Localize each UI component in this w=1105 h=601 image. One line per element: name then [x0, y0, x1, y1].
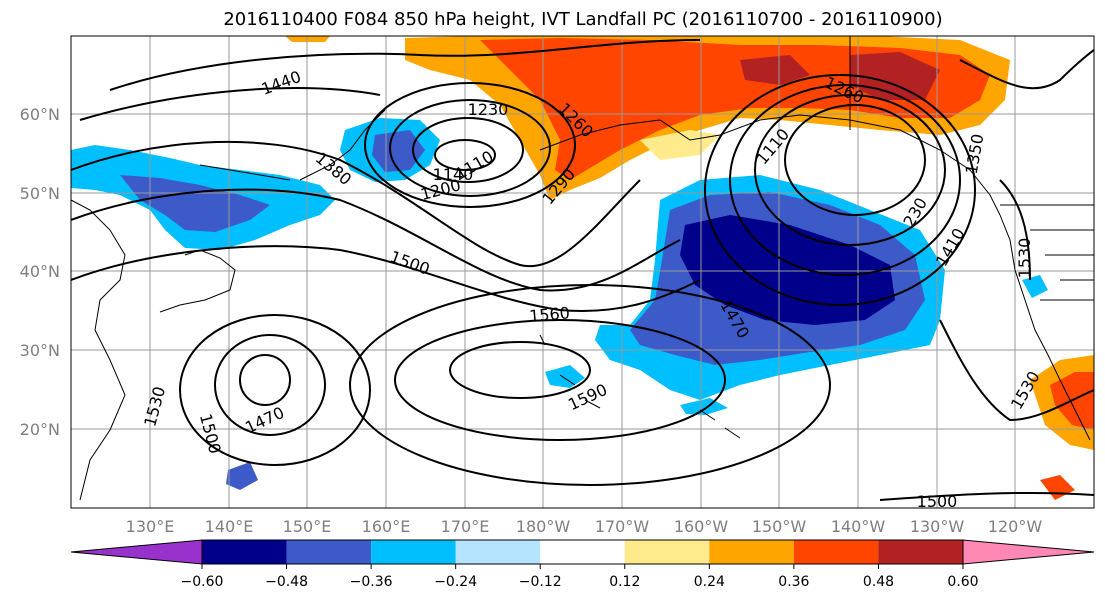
lat-label: 20°N — [20, 420, 60, 439]
contour-label: 1140 — [433, 165, 474, 184]
colorbar-tick-label: −0.24 — [434, 574, 477, 590]
ivt-shade-sw — [226, 462, 258, 490]
contour-label: 1530 — [1015, 238, 1034, 279]
colorbar-tick-label: −0.60 — [181, 574, 224, 590]
colorbar-segment — [371, 540, 456, 564]
contour-zonal-5 — [71, 245, 701, 312]
lon-label: 170°W — [595, 517, 650, 536]
coast-asia — [71, 199, 126, 501]
colorbar-tick-label: −0.12 — [519, 574, 562, 590]
colorbar-outline — [201, 539, 964, 565]
colorbar-segment — [202, 540, 287, 564]
latitude-labels: 60°N 50°N 40°N 30°N 20°N — [20, 105, 60, 439]
contour-zonal-1 — [109, 39, 701, 91]
colorbar-segment — [455, 540, 541, 564]
colorbar-segment — [793, 540, 879, 564]
lon-label: 160°E — [362, 517, 411, 536]
contour-goa-2 — [754, 94, 946, 246]
contour-label: 1560 — [528, 303, 570, 325]
ivt-shade-west-mexico — [1022, 275, 1048, 298]
contour-south — [879, 491, 1094, 501]
colorbar-extend-high — [962, 539, 1095, 565]
colorbar-tick-label: −0.36 — [350, 574, 393, 590]
ivt-shade-asia-core — [120, 175, 270, 232]
height-contours — [71, 39, 1094, 501]
contour-east-2 — [939, 319, 1094, 422]
lon-label: 180°W — [516, 517, 571, 536]
lon-label: 120°W — [988, 517, 1043, 536]
colorbar-extend-low — [70, 539, 203, 565]
colorbar-tick-label: −0.48 — [265, 574, 308, 590]
longitude-labels: 130°E 140°E 150°E 160°E 170°E 180°W 170°… — [126, 517, 1043, 536]
map-title: 2016110400 F084 850 hPa height, IVT Land… — [223, 9, 942, 30]
lon-label: 130°W — [910, 517, 965, 536]
colorbar-tick-label: 0.60 — [947, 574, 978, 590]
ivt-shade-yellow — [640, 130, 720, 160]
contour-labels: 1440 1230 1260 1260 1380 1110 1140 1200 … — [140, 67, 1043, 511]
contour-high-sw-1 — [239, 354, 291, 406]
map-area — [71, 36, 1094, 508]
ivt-shade-alaska-core2 — [740, 55, 810, 85]
contour-east-1 — [959, 49, 1094, 90]
contour-high-sw-3 — [179, 314, 371, 466]
coast-japan — [159, 249, 236, 313]
colorbar: −0.60 −0.48 −0.36 −0.24 −0.12 0.12 0.24 0.36 0.4… — [70, 539, 1095, 590]
lat-label: 30°N — [20, 341, 60, 360]
colorbar-tick-label: 0.24 — [694, 574, 725, 590]
contour-label: 1500 — [917, 492, 958, 511]
lon-label: 140°E — [205, 517, 254, 536]
colorbar-tick-label: 0.12 — [609, 574, 640, 590]
lon-label: 150°W — [752, 517, 807, 536]
colorbar-tick-label: 0.48 — [863, 574, 894, 590]
coast-okhotsk — [199, 164, 291, 181]
lon-label: 140°W — [831, 517, 886, 536]
contour-zonal-4 — [71, 188, 681, 292]
ivt-shade-hawaii2 — [680, 398, 728, 415]
lat-label: 60°N — [20, 105, 60, 124]
lon-label: 170°E — [441, 517, 490, 536]
contour-high-sw-2 — [214, 334, 326, 436]
contour-low-2 — [412, 117, 524, 183]
ivt-shade-kamchatka-core — [372, 130, 425, 172]
colorbar-segment — [624, 540, 710, 564]
colorbar-segment — [709, 540, 794, 564]
graticule — [71, 36, 1094, 508]
colorbar-segment — [540, 540, 625, 564]
contour-zonal-2 — [79, 87, 381, 121]
lon-label: 160°W — [674, 517, 729, 536]
colorbar-segment — [878, 540, 963, 564]
contour-high-c-1 — [449, 341, 591, 399]
contour-low-3 — [389, 99, 551, 197]
ivt-shade-npac-core — [680, 215, 895, 325]
coastlines — [71, 36, 1094, 501]
ivt-shade-hawaii — [545, 365, 585, 388]
lon-label: 130°E — [126, 517, 175, 536]
coast-alaska — [539, 114, 1001, 216]
contour-high-c-2 — [394, 319, 726, 441]
lat-label: 40°N — [20, 262, 60, 281]
colorbar-tick-label: 0.36 — [778, 574, 809, 590]
contour-zonal-3 — [71, 140, 641, 268]
contour-low-inner — [434, 139, 496, 171]
contour-low-4 — [364, 82, 576, 208]
contour-goa-1 — [784, 104, 926, 216]
coast-na-west — [999, 214, 1091, 441]
contour-label: 1230 — [468, 100, 509, 119]
contour-east-3 — [999, 179, 1031, 281]
coast-hawaii — [539, 334, 741, 439]
contour-goa-3 — [729, 84, 961, 276]
border-states — [1030, 229, 1094, 301]
colorbar-segment — [286, 540, 372, 564]
lon-label: 150°E — [283, 517, 332, 536]
lat-label: 50°N — [20, 184, 60, 203]
contour-goa-4 — [704, 74, 976, 306]
map-border — [70, 35, 1095, 509]
